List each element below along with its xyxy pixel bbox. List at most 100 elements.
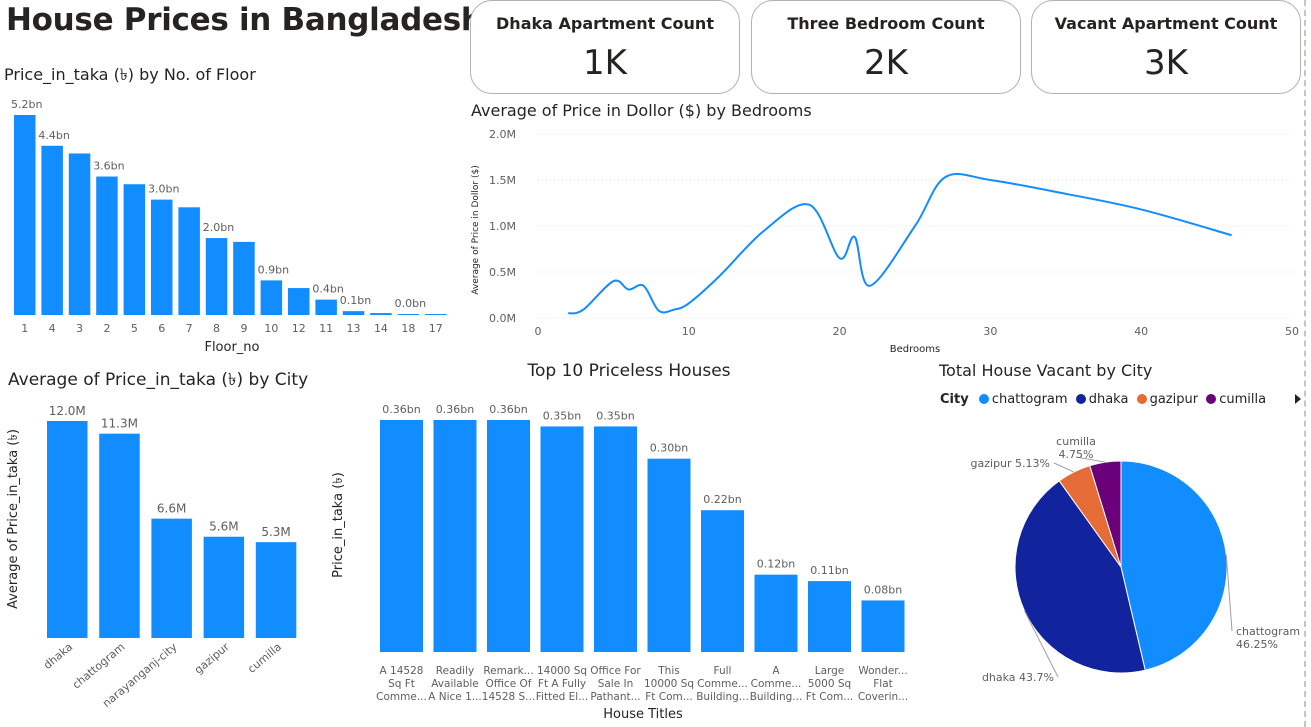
- card-three-bedroom-count[interactable]: Three Bedroom Count 2K: [751, 0, 1021, 94]
- card-label: Three Bedroom Count: [787, 14, 985, 33]
- bar[interactable]: [701, 510, 744, 652]
- x-tick-label: 10000 Sq: [644, 678, 694, 690]
- bar[interactable]: [151, 518, 192, 638]
- pie-data-label: dhaka 43.7%: [982, 671, 1054, 684]
- x-tick-label: Flat: [873, 678, 893, 690]
- card-vacant-apartment-count[interactable]: Vacant Apartment Count 3K: [1031, 0, 1301, 94]
- bar[interactable]: [255, 542, 297, 638]
- data-label: 3.6bn: [93, 160, 124, 173]
- card-dhaka-apartment-count[interactable]: Dhaka Apartment Count 1K: [470, 0, 740, 94]
- data-label: 11.3M: [101, 417, 138, 431]
- data-label: 0.1bn: [340, 294, 371, 307]
- data-label: 0.0bn: [395, 297, 426, 310]
- x-tick-label: Sq Ft: [388, 678, 415, 690]
- x-tick-label: 2: [103, 322, 110, 335]
- bar[interactable]: [425, 314, 447, 315]
- bar[interactable]: [315, 299, 337, 315]
- x-tick-label: 7: [186, 322, 193, 335]
- y-tick-label: 0.0M: [489, 312, 516, 325]
- bar[interactable]: [342, 311, 365, 315]
- data-label: 0.35bn: [543, 409, 581, 422]
- city-avg-price-bar-chart[interactable]: 12.0Mdhaka11.3Mchattogram6.6Mnarayanganj…: [0, 390, 320, 725]
- bar[interactable]: [433, 420, 477, 652]
- x-tick-label: Readily: [436, 665, 474, 677]
- legend-item-cumilla[interactable]: cumilla: [1219, 392, 1267, 407]
- data-label: 0.36bn: [489, 403, 527, 416]
- x-tick-label: 6: [158, 322, 165, 335]
- x-axis-title: House Titles: [603, 707, 683, 722]
- y-axis-title: Price_in_taka (৳): [331, 472, 346, 578]
- data-label: 0.08bn: [864, 583, 902, 596]
- leader-line: [1053, 462, 1075, 473]
- x-tick-label: 12: [292, 322, 306, 335]
- x-tick-label: 40: [1134, 325, 1148, 338]
- x-tick-label: Available: [431, 678, 479, 690]
- x-tick-label: 5000 Sq: [808, 678, 851, 690]
- pie-data-label: gazipur 5.13%: [971, 457, 1050, 470]
- bar[interactable]: [14, 115, 36, 315]
- pie-data-label: 4.75%: [1059, 448, 1094, 461]
- y-tick-label: 0.5M: [489, 266, 516, 279]
- bar[interactable]: [861, 600, 905, 652]
- top10-chart-title: Top 10 Priceless Houses: [527, 361, 731, 381]
- bar[interactable]: [99, 433, 140, 638]
- bar[interactable]: [68, 153, 91, 315]
- bar[interactable]: [178, 207, 200, 315]
- x-tick-label: dhaka: [41, 640, 75, 672]
- bar[interactable]: [647, 458, 691, 652]
- bar[interactable]: [540, 426, 584, 652]
- bar[interactable]: [380, 420, 423, 652]
- bar[interactable]: [397, 314, 420, 315]
- floor-price-bar-chart[interactable]: 5.2bn 1 4.4bn 4 3 3.6bn 2 5 3.0bn 6 7 2.0bn 8 9 0.9bn 1…: [0, 85, 460, 355]
- legend-scroll-right-icon[interactable]: [1293, 393, 1303, 405]
- x-tick-label: Building...: [750, 691, 803, 703]
- pie-data-label: 46.25%: [1236, 638, 1278, 651]
- x-tick-label: 14528 S...: [482, 691, 535, 703]
- city-chart-title: Average of Price_in_taka (৳) by City: [8, 370, 309, 390]
- bar[interactable]: [233, 241, 255, 315]
- bar[interactable]: [288, 288, 310, 315]
- x-tick-label: Wonder...: [858, 665, 907, 677]
- bar[interactable]: [754, 574, 798, 652]
- bar[interactable]: [203, 536, 245, 638]
- bar[interactable]: [41, 145, 63, 315]
- y-axis-title: Average of Price in Dollor ($): [471, 165, 481, 295]
- x-tick-label: This: [657, 665, 679, 677]
- bar[interactable]: [260, 280, 283, 315]
- bar[interactable]: [151, 199, 173, 315]
- bar[interactable]: [205, 238, 228, 315]
- price-line[interactable]: [567, 173, 1232, 315]
- bar[interactable]: [594, 426, 637, 652]
- y-axis-title: Average of Price_in_taka (৳): [6, 429, 21, 609]
- legend-item-chattogram[interactable]: chattogram: [991, 392, 1068, 407]
- x-axis-title: Bedrooms: [890, 344, 940, 355]
- legend-swatch-gazipur: [1136, 394, 1147, 404]
- bedrooms-price-line-chart[interactable]: 0.0M 0.5M 1.0M 1.5M 2.0M 0 10 20 30 40 50 Bedrooms A…: [460, 120, 1300, 360]
- x-axis-title: Floor_no: [204, 340, 259, 355]
- bar[interactable]: [487, 420, 530, 652]
- bar[interactable]: [96, 176, 118, 315]
- bar[interactable]: [123, 184, 146, 315]
- legend-item-dhaka[interactable]: dhaka: [1088, 392, 1129, 407]
- pie-legend[interactable]: City chattogram dhaka gazipur cumilla: [940, 392, 1266, 407]
- bar[interactable]: [808, 581, 851, 652]
- x-tick-label: 18: [401, 322, 415, 335]
- data-label: 2.0bn: [203, 221, 234, 234]
- data-label: 12.0M: [49, 404, 86, 418]
- bar[interactable]: [47, 421, 88, 638]
- pie-slice-chattogram[interactable]: [1120, 460, 1228, 671]
- legend-item-gazipur[interactable]: gazipur: [1149, 392, 1199, 407]
- x-tick-label: Full: [714, 665, 732, 677]
- x-tick-label: Building...: [696, 691, 749, 703]
- vacant-chart-title: Total House Vacant by City: [939, 361, 1153, 380]
- x-tick-label: 30: [983, 325, 997, 338]
- x-tick-label: gazipur: [192, 640, 232, 677]
- bar[interactable]: [370, 313, 392, 315]
- x-tick-label: cumilla: [245, 640, 284, 675]
- x-tick-label: Comme...: [751, 678, 802, 690]
- x-tick-label: Pathant...: [590, 691, 640, 703]
- x-tick-label: Office For: [590, 665, 641, 677]
- x-tick-label: Comme...: [697, 678, 748, 690]
